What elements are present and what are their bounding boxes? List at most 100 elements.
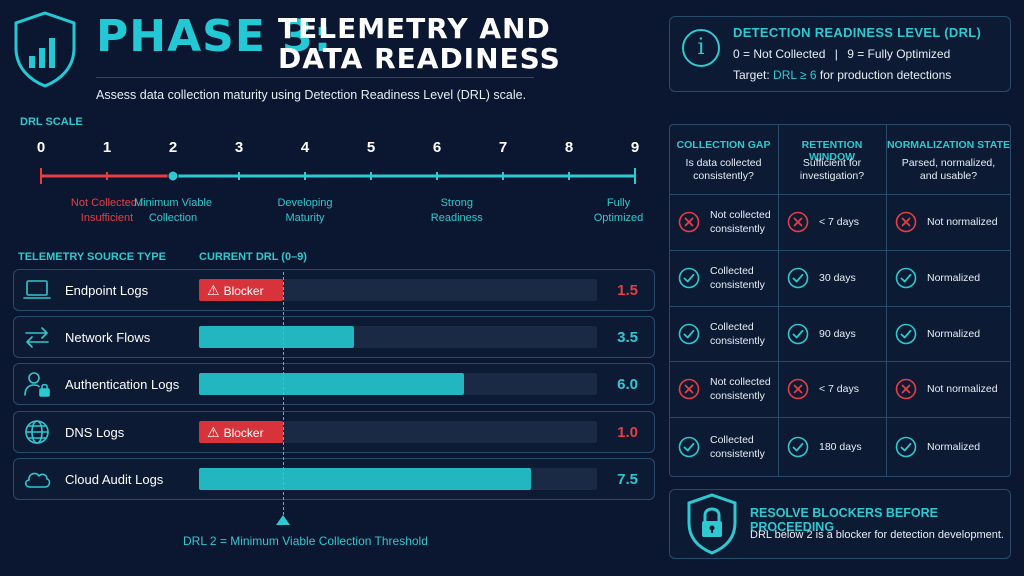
- threshold-line: [283, 272, 284, 515]
- table-column-subtitle-line-1: Parsed, normalized,: [901, 157, 996, 169]
- table-cell-line: Collected: [710, 265, 754, 277]
- table-column-subtitle-line-2: investigation?: [799, 170, 865, 182]
- blocker-label: Blocker: [223, 284, 264, 298]
- table-column-divider: [886, 124, 887, 477]
- source-name: Cloud Audit Logs: [65, 472, 164, 487]
- drl-legend: 0 = Not Collected | 9 = Fully Optimized: [733, 47, 950, 61]
- scale-tick-label: 1: [102, 139, 112, 156]
- info-icon: i: [682, 29, 720, 67]
- column-header-source-type: TELEMETRY SOURCE TYPE: [18, 251, 166, 263]
- warning-icon: ⚠: [207, 282, 220, 298]
- table-cell-text: Not normalized: [927, 382, 998, 396]
- table-cell-line: Not collected: [710, 376, 771, 388]
- scale-caption-line-1: Developing: [277, 197, 333, 209]
- check-circle-icon: [678, 267, 700, 289]
- table-cell-line: Normalized: [927, 272, 981, 284]
- scale-caption-line-1: Strong: [440, 197, 473, 209]
- table-column-title: NORMALIZATION STATE: [886, 139, 1011, 151]
- table-row-divider: [669, 306, 1011, 307]
- table-cell-text: Normalized: [927, 440, 980, 454]
- table-cell-text: Normalized: [927, 271, 980, 285]
- scale-tick-label: 3: [234, 139, 244, 156]
- drl-scale-label: DRL SCALE: [20, 116, 83, 128]
- warning-icon: ⚠: [207, 424, 220, 440]
- table-column-subtitle-line-1: Is data collected: [685, 157, 762, 169]
- table-cell-line: Normalized: [927, 441, 981, 453]
- column-header-current-drl: CURRENT DRL (0–9): [199, 251, 307, 263]
- scale-tick-label: 9: [630, 139, 640, 156]
- table-cell-text: Collected consistently: [710, 320, 765, 348]
- table-cell-text: < 7 days: [819, 382, 859, 396]
- source-name: Endpoint Logs: [65, 283, 149, 298]
- page-title-line-2: DATA READINESS: [278, 42, 561, 75]
- drl-target-suffix: for production detections: [816, 68, 952, 82]
- cloud-icon: [22, 464, 52, 494]
- scale-threshold-dot: [167, 170, 179, 182]
- table-cell-text: 180 days: [819, 440, 862, 454]
- x-circle-icon: [787, 378, 809, 400]
- scale-caption-line-2: Optimized: [593, 212, 644, 224]
- table-cell-line: 180 days: [819, 441, 862, 453]
- table-cell-line: consistently: [710, 334, 765, 347]
- table-cell-line: consistently: [710, 279, 765, 291]
- readiness-gap-table: [669, 124, 1011, 477]
- blocker-badge: ⚠ Blocker: [199, 421, 283, 443]
- table-cell-line: Collected: [710, 320, 754, 333]
- scale-caption-line-1: Not Collected /: [70, 197, 144, 209]
- user-lock-icon: [22, 369, 52, 399]
- source-name: DNS Logs: [65, 425, 125, 440]
- scale-tick-label: 7: [498, 139, 508, 156]
- phase-label: PHASE 3:: [96, 11, 333, 62]
- drl-value: 6.0: [617, 376, 638, 393]
- scale-caption-line-2: Collection: [148, 212, 198, 224]
- table-column-subtitle: Is data collected consistently?: [669, 157, 778, 183]
- drl-info-title: DETECTION READINESS LEVEL (DRL): [733, 25, 982, 40]
- blocker-badge: ⚠ Blocker: [199, 279, 283, 301]
- table-row-divider: [669, 417, 1011, 418]
- table-column-divider: [778, 124, 779, 477]
- drl-value: 7.5: [617, 471, 638, 488]
- threshold-marker-icon: [276, 515, 290, 525]
- scale-caption-line-2: Readiness: [430, 212, 483, 224]
- resolve-blockers-subtitle: DRL below 2 is a blocker for detection d…: [750, 529, 1004, 541]
- scale-caption: Developing Maturity: [245, 196, 365, 226]
- table-cell-text: 90 days: [819, 327, 856, 341]
- x-circle-icon: [895, 378, 917, 400]
- table-cell-line: < 7 days: [819, 216, 859, 228]
- table-column-title: RETENTION WINDOW: [801, 139, 863, 163]
- x-circle-icon: [895, 211, 917, 233]
- drl-bar-fill: [199, 468, 531, 490]
- table-cell-line: 30 days: [819, 272, 856, 284]
- scale-tick-label: 8: [564, 139, 574, 156]
- scale-caption: Not Collected / Insufficient: [47, 196, 167, 226]
- drl-value: 1.0: [617, 424, 638, 441]
- source-name: Network Flows: [65, 330, 151, 345]
- drl-bar-fill: [199, 326, 354, 348]
- table-cell-line: consistently: [710, 448, 765, 460]
- x-circle-icon: [678, 378, 700, 400]
- table-cell-text: 30 days: [819, 271, 856, 285]
- table-cell-text: < 7 days: [819, 215, 859, 229]
- check-circle-icon: [787, 267, 809, 289]
- scale-caption: Strong Readiness: [397, 196, 517, 226]
- page-title: TELEMETRY AND DATA READINESS: [278, 14, 561, 74]
- table-column-subtitle-line-2: and usable?: [919, 170, 978, 182]
- table-column-subtitle-line-1: Sufficient for: [802, 157, 862, 169]
- scale-caption-line-2: Maturity: [285, 212, 325, 224]
- check-circle-icon: [895, 436, 917, 458]
- scale-tick-label: 0: [36, 139, 46, 156]
- drl-target-prefix: Target:: [733, 68, 774, 82]
- table-row-divider: [669, 194, 1011, 195]
- table-cell-line: consistently: [710, 390, 765, 402]
- table-column-subtitle-line-2: consistently?: [693, 170, 754, 182]
- table-cell-line: Not normalized: [927, 383, 998, 395]
- scale-caption: Minimum Viable Collection: [113, 196, 233, 226]
- drl-legend-separator: |: [834, 47, 838, 61]
- scale-caption-line-1: Minimum Viable: [133, 197, 213, 209]
- blocker-label: Blocker: [223, 426, 264, 440]
- source-name: Authentication Logs: [65, 377, 180, 392]
- resolve-blockers-title: RESOLVE BLOCKERS BEFORE PROCEEDING: [750, 506, 938, 534]
- table-cell-line: Normalized: [927, 327, 981, 340]
- drl-target: Target: DRL ≥ 6 for production detection…: [733, 68, 951, 82]
- table-cell-line: < 7 days: [819, 383, 859, 395]
